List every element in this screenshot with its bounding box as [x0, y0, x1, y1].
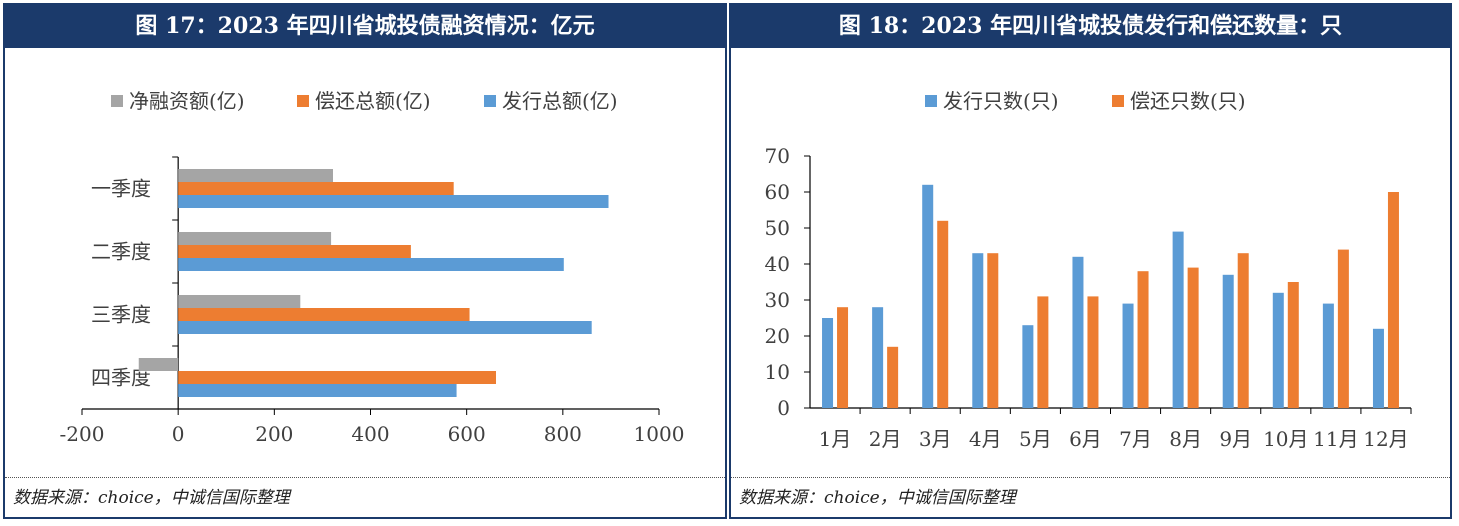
y-tick-label: 70	[765, 144, 790, 168]
x-tick-label: 3月	[919, 427, 952, 451]
y-tick-label: 30	[765, 288, 790, 312]
y-tick-label: 50	[765, 216, 790, 240]
category-label: 一季度	[91, 177, 151, 201]
bar-chart-counts: 发行只数(只) 偿还只数(只) 0 10 20 30 40 50 60 70 1月 2月 3月 4月 5月 6…	[765, 89, 1412, 451]
source-note: 数据来源：choice，中诚信国际整理	[731, 477, 1450, 517]
bar	[922, 184, 934, 408]
bar	[987, 253, 999, 408]
bar	[1387, 192, 1399, 408]
bar	[937, 220, 949, 408]
chart-title: 图 17：2023 年四川省城投债融资情况：亿元	[5, 5, 725, 48]
bar	[178, 295, 301, 308]
bar	[822, 318, 834, 408]
legend-label: 偿还只数(只)	[1130, 89, 1246, 113]
bar	[1237, 253, 1249, 408]
bar	[178, 371, 496, 384]
bar	[1087, 296, 1099, 408]
bar	[138, 358, 179, 371]
chart-title: 图 18：2023 年四川省城投债发行和偿还数量：只	[731, 5, 1450, 48]
bar	[1372, 328, 1384, 408]
x-tick-label: 800	[544, 422, 582, 446]
bar	[1272, 292, 1284, 408]
x-tick-label: -200	[60, 422, 105, 446]
x-tick-label: 1000	[634, 422, 685, 446]
x-tick-label: 200	[255, 422, 293, 446]
legend-swatch	[925, 95, 937, 107]
bar	[1337, 249, 1349, 408]
x-tick-label: 600	[448, 422, 486, 446]
legend-label: 发行总额(亿)	[502, 89, 618, 113]
x-tick-label: 8月	[1169, 427, 1202, 451]
bar	[972, 253, 984, 408]
bar	[1287, 282, 1299, 408]
bar	[178, 195, 609, 208]
y-tick-label: 0	[777, 396, 790, 420]
bar	[1022, 325, 1034, 408]
x-tick-label: 2月	[869, 427, 902, 451]
bar-chart-financing: 净融资额(亿) 偿还总额(亿) 发行总额(亿) -200 0 200 400 600 800 10…	[60, 89, 685, 446]
legend-swatch	[1112, 95, 1124, 107]
bar	[1072, 256, 1084, 408]
x-tick-label: 400	[351, 422, 389, 446]
category-label: 二季度	[91, 240, 151, 264]
chart-panel-left: 图 17：2023 年四川省城投债融资情况：亿元 净融资额(亿) 偿还总额(亿) 发…	[3, 3, 727, 519]
category-label: 三季度	[91, 303, 151, 327]
bar	[887, 346, 899, 408]
bar	[178, 321, 592, 334]
x-tick-label: 4月	[969, 427, 1002, 451]
bar	[1322, 303, 1334, 408]
x-tick-label: 6月	[1069, 427, 1102, 451]
legend-label: 净融资额(亿)	[129, 89, 245, 113]
chart-panel-right: 图 18：2023 年四川省城投债发行和偿还数量：只 发行只数(只) 偿还只数(只…	[729, 3, 1452, 519]
x-tick-label: 5月	[1019, 427, 1052, 451]
x-tick-label: 0	[172, 422, 185, 446]
bar	[1037, 296, 1049, 408]
bar	[1122, 303, 1134, 408]
bar	[178, 169, 333, 182]
legend-swatch	[297, 95, 309, 107]
legend-label: 发行只数(只)	[943, 89, 1059, 113]
x-tick-label: 10月	[1263, 427, 1308, 451]
y-tick-label: 10	[765, 360, 790, 384]
bar	[1187, 267, 1199, 408]
bar	[1137, 271, 1149, 408]
bar	[178, 182, 454, 195]
x-tick-label: 11月	[1313, 427, 1358, 451]
bar	[178, 384, 457, 397]
x-tick-label: 12月	[1363, 427, 1408, 451]
bar	[178, 232, 332, 245]
y-tick-label: 20	[765, 324, 790, 348]
bar	[1222, 274, 1234, 408]
bar	[178, 258, 564, 271]
bar	[1172, 231, 1184, 408]
bar	[178, 308, 470, 321]
y-tick-label: 40	[765, 252, 790, 276]
x-tick-label: 1月	[819, 427, 852, 451]
legend-swatch	[111, 95, 123, 107]
bar	[178, 245, 411, 258]
legend-swatch	[484, 95, 496, 107]
bar	[872, 307, 884, 408]
source-note: 数据来源：choice，中诚信国际整理	[5, 477, 725, 517]
bar	[837, 307, 849, 408]
x-tick-label: 7月	[1119, 427, 1152, 451]
y-tick-label: 60	[765, 180, 790, 204]
x-tick-label: 9月	[1219, 427, 1252, 451]
legend-label: 偿还总额(亿)	[315, 89, 431, 113]
